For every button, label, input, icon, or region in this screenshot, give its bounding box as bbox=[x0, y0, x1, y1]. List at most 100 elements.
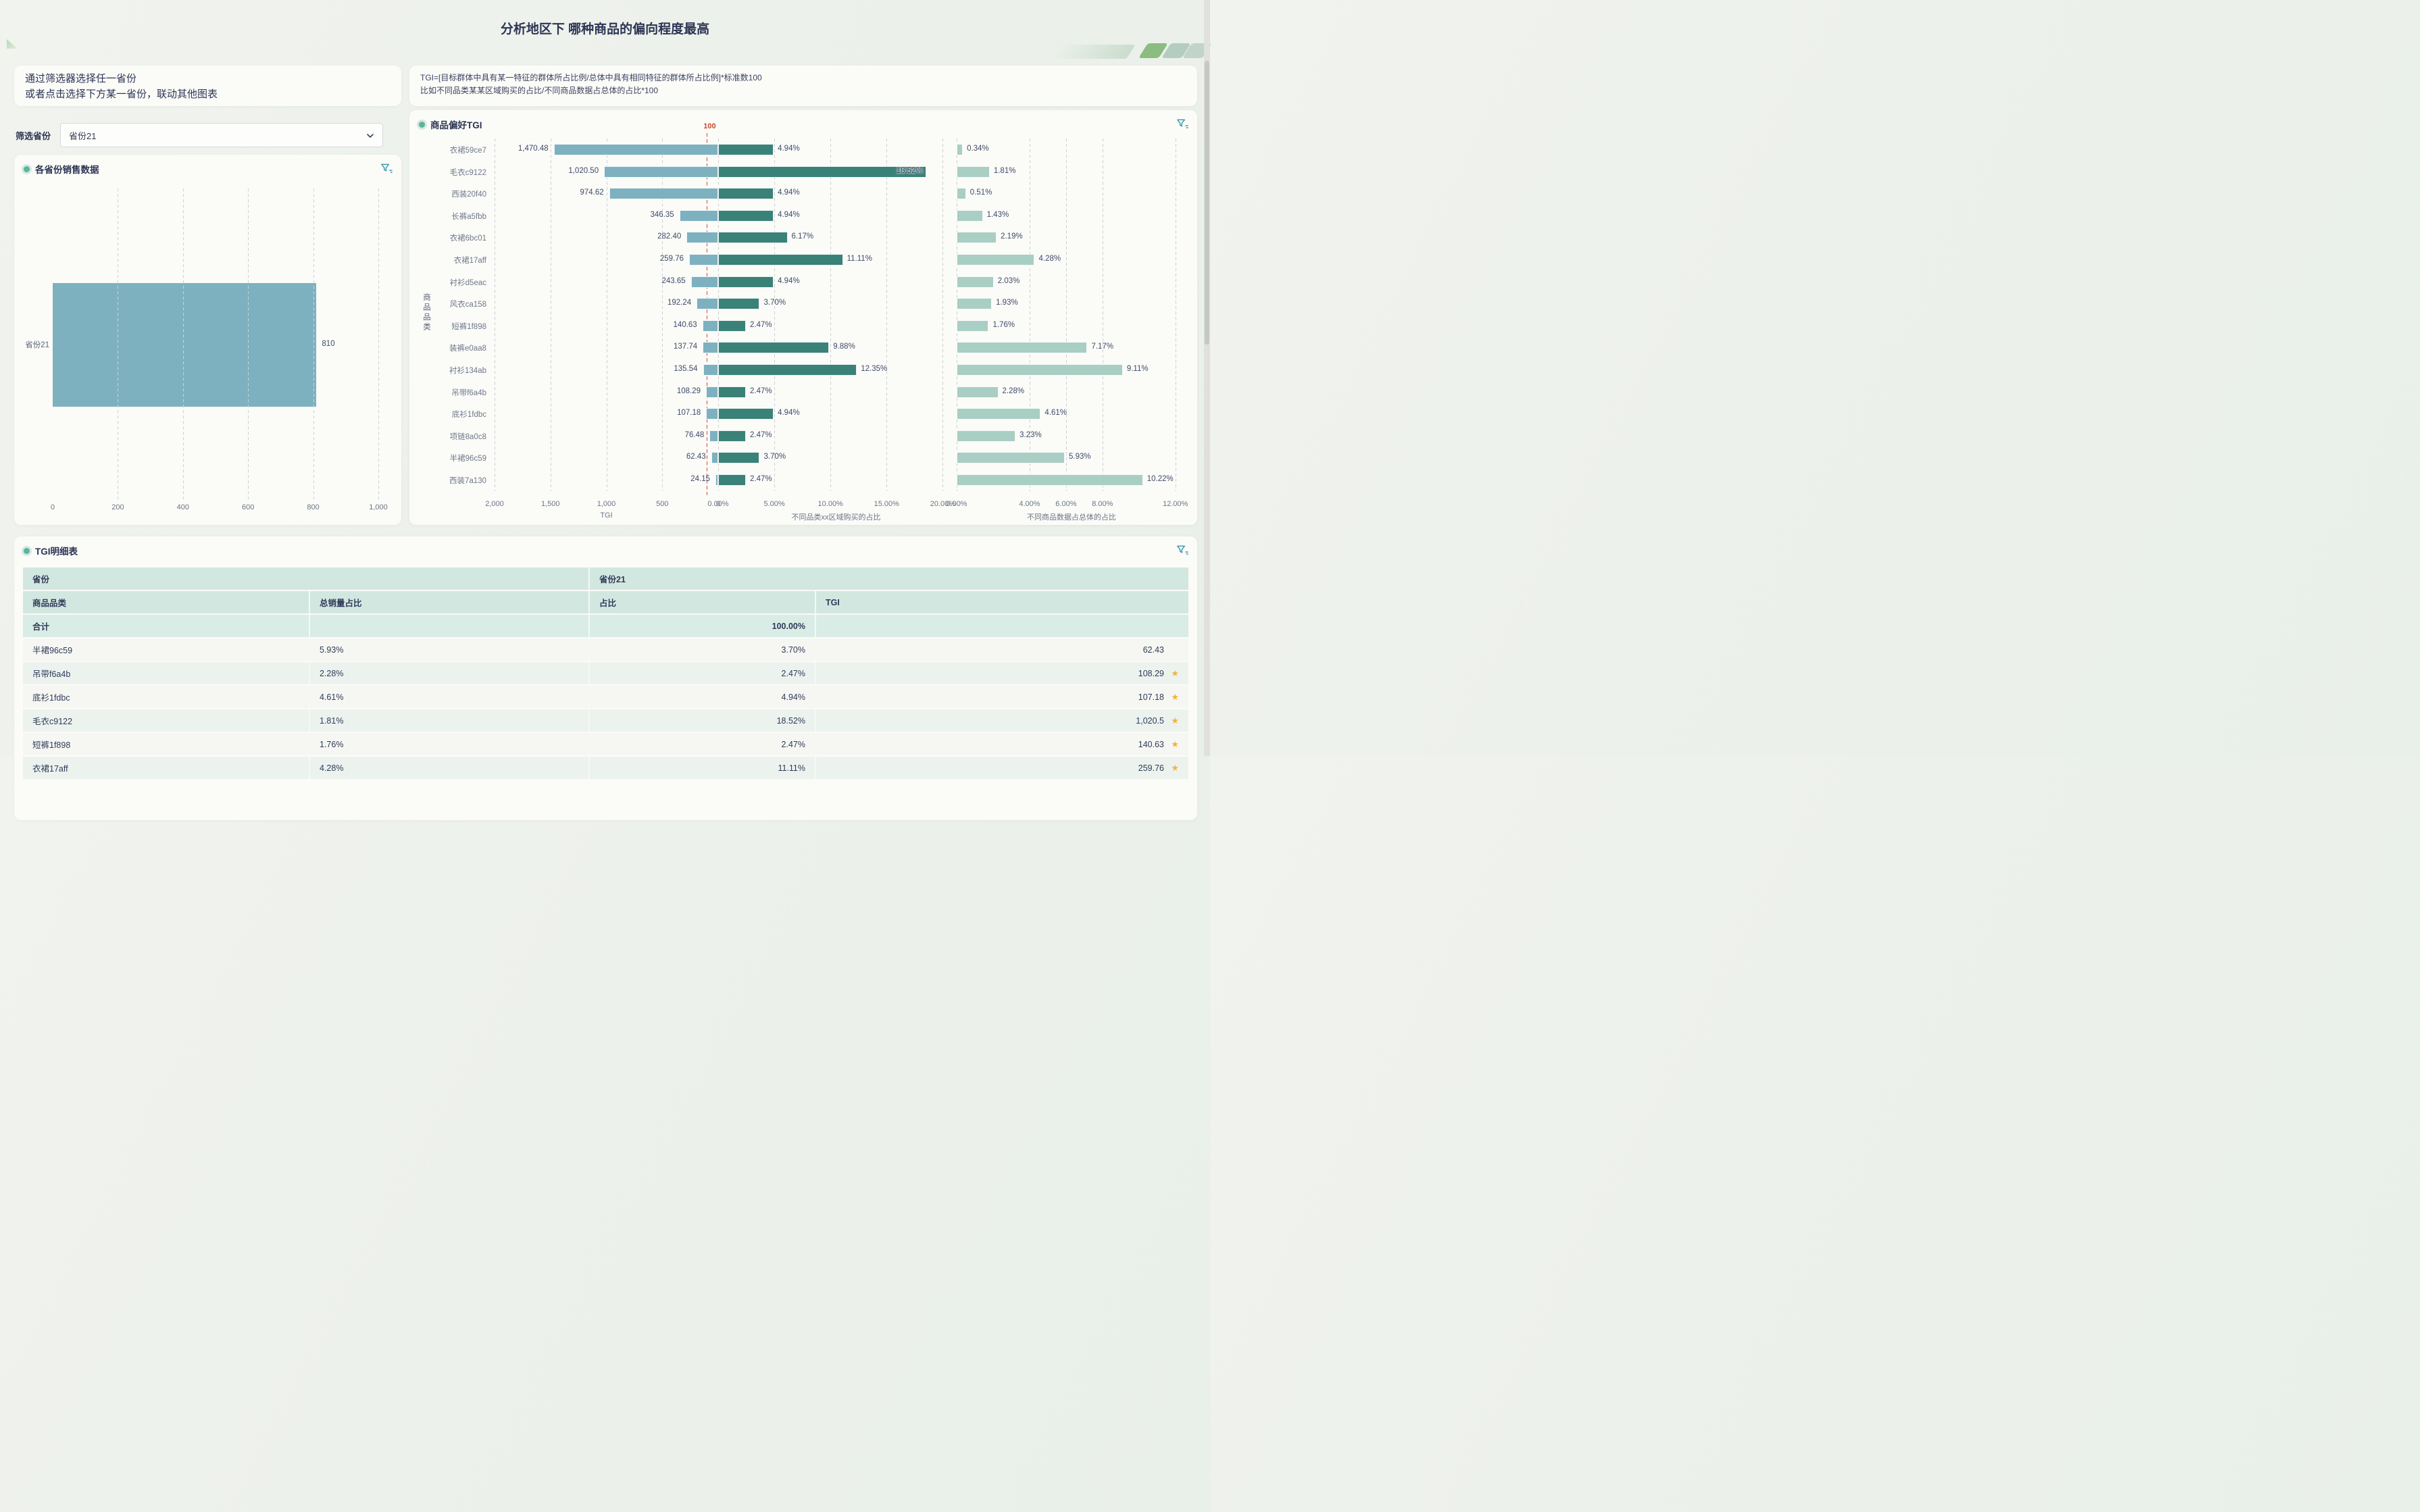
overall-share-value: 0.34% bbox=[967, 145, 989, 153]
tgi-bar[interactable] bbox=[609, 188, 718, 200]
filter-icon[interactable] bbox=[380, 162, 393, 175]
table-row[interactable]: 底衫1fdbc 4.61% 4.94% 107.18 ★ bbox=[23, 686, 1188, 708]
overall-share-bar[interactable] bbox=[957, 452, 1065, 464]
tgi-bar[interactable] bbox=[679, 209, 718, 222]
tgi-row: 风衣ca158 192.24 3.70% 1.93% bbox=[409, 293, 1197, 315]
province-bar[interactable] bbox=[53, 283, 317, 407]
tgi-bar[interactable] bbox=[697, 298, 718, 310]
overall-share-value: 10.22% bbox=[1146, 475, 1174, 483]
table-row[interactable]: 短裤1f898 1.76% 2.47% 140.63 ★ bbox=[23, 733, 1188, 755]
tgi-value: 137.74 bbox=[674, 343, 698, 351]
hint-line-1: 通过筛选器选择任一省份 bbox=[25, 73, 137, 84]
overall-share-bar[interactable] bbox=[957, 364, 1123, 376]
overall-share-bar[interactable] bbox=[957, 298, 992, 310]
tgi-row: 毛衣c9122 1,020.50 18.52% 1.81% bbox=[409, 161, 1197, 183]
overall-share-value: 1.93% bbox=[996, 299, 1018, 307]
tgi-row: 半裙96c59 62.43 3.70% 5.93% bbox=[409, 447, 1197, 469]
tgi-category-label: 衣裙6bc01 bbox=[449, 234, 486, 243]
overall-share-bar[interactable] bbox=[957, 474, 1143, 486]
province-filter: 筛选省份 省份21 bbox=[16, 123, 384, 147]
total-share-cell: 2.28% bbox=[309, 662, 588, 684]
page-scrollbar[interactable] bbox=[1204, 0, 1210, 756]
tgi-bar[interactable] bbox=[553, 144, 718, 155]
region-share-bar[interactable] bbox=[718, 276, 774, 288]
region-share-bar[interactable] bbox=[718, 474, 747, 486]
province-category-label: 省份21 bbox=[25, 341, 49, 349]
x-axis-tick: 8.00% bbox=[1092, 499, 1113, 508]
tgi-value: 192.24 bbox=[667, 299, 692, 307]
tgi-bar[interactable] bbox=[604, 166, 718, 178]
region-share-bar[interactable] bbox=[718, 166, 926, 178]
region-share-bar[interactable] bbox=[718, 408, 774, 420]
region-share-bar[interactable] bbox=[718, 320, 747, 332]
table-row[interactable]: 衣裙17aff 4.28% 11.11% 259.76 ★ bbox=[23, 757, 1188, 779]
region-share-bar[interactable] bbox=[718, 342, 830, 354]
table-row[interactable]: 吊带f6a4b 2.28% 2.47% 108.29 ★ bbox=[23, 662, 1188, 684]
overall-share-bar[interactable] bbox=[957, 209, 983, 222]
overall-share-bar[interactable] bbox=[957, 386, 999, 398]
tgi-bar[interactable] bbox=[690, 276, 718, 288]
region-share-bar[interactable] bbox=[718, 232, 788, 244]
region-share-bar[interactable] bbox=[718, 386, 747, 398]
region-share-bar[interactable] bbox=[718, 144, 774, 155]
tgi-bar[interactable] bbox=[711, 452, 718, 464]
filter-icon[interactable] bbox=[1176, 118, 1189, 130]
tgi-y-axis-label: 商品品类 bbox=[422, 293, 430, 332]
region-share-bar[interactable] bbox=[718, 430, 747, 442]
region-share-bar[interactable] bbox=[718, 254, 843, 266]
overall-share-bar[interactable] bbox=[957, 166, 990, 178]
tgi-bar[interactable] bbox=[709, 430, 718, 442]
tgi-value: 107.18 bbox=[1138, 692, 1164, 702]
scrollbar-thumb[interactable] bbox=[1205, 61, 1209, 345]
gridline bbox=[1065, 138, 1067, 491]
tgi-bar[interactable] bbox=[706, 408, 718, 420]
tgi-bar[interactable] bbox=[703, 342, 718, 354]
region-share-bar[interactable] bbox=[718, 298, 760, 310]
overall-share-bar[interactable] bbox=[957, 144, 963, 155]
region-share-value: 18.52% bbox=[896, 166, 923, 175]
filter-icon[interactable] bbox=[1176, 544, 1189, 557]
overall-share-bar[interactable] bbox=[957, 408, 1041, 420]
formula-line-1: TGI=[目标群体中具有某一特征的群体所占比例/总体中具有相同特征的群体所占比例… bbox=[420, 73, 762, 82]
tgi-bar[interactable] bbox=[686, 232, 718, 244]
overall-share-bar[interactable] bbox=[957, 430, 1016, 442]
chart-dot-icon bbox=[24, 166, 30, 172]
table-row[interactable]: 半裙96c59 5.93% 3.70% 62.43 bbox=[23, 638, 1188, 661]
x-axis-tick: 10.00% bbox=[817, 499, 843, 508]
total-label-cell: 合计 bbox=[23, 615, 309, 637]
overall-share-value: 2.03% bbox=[997, 276, 1020, 285]
category-cell: 半裙96c59 bbox=[23, 638, 309, 661]
table-row[interactable]: 毛衣c9122 1.81% 18.52% 1,020.5 ★ bbox=[23, 709, 1188, 732]
tgi-value: 282.40 bbox=[657, 232, 682, 241]
table-total-row[interactable]: 合计 100.00% bbox=[23, 615, 1188, 637]
region-share-bar[interactable] bbox=[718, 364, 857, 376]
overall-share-bar[interactable] bbox=[957, 254, 1035, 266]
tgi-bar[interactable] bbox=[689, 254, 718, 266]
tgi-bar[interactable] bbox=[715, 474, 718, 486]
tgi-row: 衬衫d5eac 243.65 4.94% 2.03% bbox=[409, 271, 1197, 293]
region-share-bar[interactable] bbox=[718, 188, 774, 200]
tgi-row: 西装7a130 24.15 2.47% 10.22% bbox=[409, 469, 1197, 491]
tgi-bar[interactable] bbox=[702, 320, 718, 332]
overall-share-bar[interactable] bbox=[957, 276, 994, 288]
overall-share-bar[interactable] bbox=[957, 188, 966, 200]
region-share-bar[interactable] bbox=[718, 209, 774, 222]
hint-card: 通过筛选器选择任一省份 或者点击选择下方某一省份，联动其他图表 bbox=[14, 66, 401, 106]
overall-share-bar[interactable] bbox=[957, 342, 1088, 354]
overall-share-bar[interactable] bbox=[957, 320, 989, 332]
overall-share-value: 4.28% bbox=[1038, 255, 1061, 263]
tgi-value: 62.43 bbox=[686, 453, 706, 461]
gridline bbox=[248, 188, 249, 499]
tgi-table: 省份 省份21 商品品类 总销量占比 占比 TGI 合计 100.00% 半裙96c59 5.93… bbox=[23, 568, 1188, 779]
province-select[interactable]: 省份21 bbox=[60, 123, 384, 147]
total-share-cell: 4.28% bbox=[309, 757, 588, 779]
tgi-value: 135.54 bbox=[674, 365, 698, 373]
x-axis-tick: 600 bbox=[242, 503, 255, 511]
tgi-cell: 108.29 ★ bbox=[815, 662, 1188, 684]
tgi-bar[interactable] bbox=[706, 386, 718, 398]
tgi-value: 76.48 bbox=[684, 430, 705, 439]
overall-share-bar[interactable] bbox=[957, 232, 997, 244]
region-share-bar[interactable] bbox=[718, 452, 760, 464]
tgi-value: 259.76 bbox=[659, 255, 684, 263]
tgi-bar[interactable] bbox=[703, 364, 718, 376]
